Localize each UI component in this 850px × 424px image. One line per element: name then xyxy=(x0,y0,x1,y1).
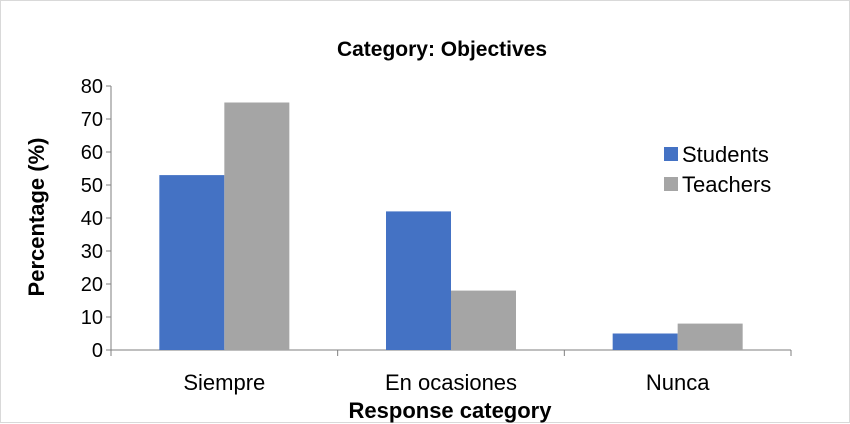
bars xyxy=(159,102,743,350)
bar-teachers-siempre xyxy=(224,102,290,350)
y-axis-title: Percentage (%) xyxy=(24,138,49,297)
y-tick-label: 30 xyxy=(81,241,103,263)
legend-swatch xyxy=(664,147,678,161)
bar-students-nunca xyxy=(612,333,678,350)
x-axis: Siempre En ocasiones Nunca xyxy=(110,349,792,395)
y-tick-label: 70 xyxy=(81,109,103,131)
y-tick-label: 50 xyxy=(81,175,103,197)
legend-label: Students xyxy=(682,142,769,167)
x-category-label: En ocasiones xyxy=(385,370,517,395)
y-tick-label: 40 xyxy=(81,208,103,230)
bar-students-en-ocasiones xyxy=(386,211,451,350)
y-axis: 0 10 20 30 40 50 60 70 80 xyxy=(81,76,112,362)
bar-teachers-en-ocasiones xyxy=(451,290,516,350)
x-category-label: Nunca xyxy=(646,370,710,395)
legend-swatch xyxy=(664,177,678,191)
y-tick-label: 20 xyxy=(81,274,103,296)
legend: Students Teachers xyxy=(664,142,771,197)
x-axis-title: Response category xyxy=(349,398,553,423)
y-tick-label: 10 xyxy=(81,307,103,329)
x-category-label: Siempre xyxy=(183,370,265,395)
y-tick-label: 0 xyxy=(92,340,103,362)
bar-teachers-nunca xyxy=(677,323,743,350)
bar-students-siempre xyxy=(159,175,225,350)
y-tick-label: 80 xyxy=(81,76,103,98)
legend-label: Teachers xyxy=(682,172,771,197)
y-tick-label: 60 xyxy=(81,142,103,164)
chart-title: Category: Objectives xyxy=(337,38,547,61)
